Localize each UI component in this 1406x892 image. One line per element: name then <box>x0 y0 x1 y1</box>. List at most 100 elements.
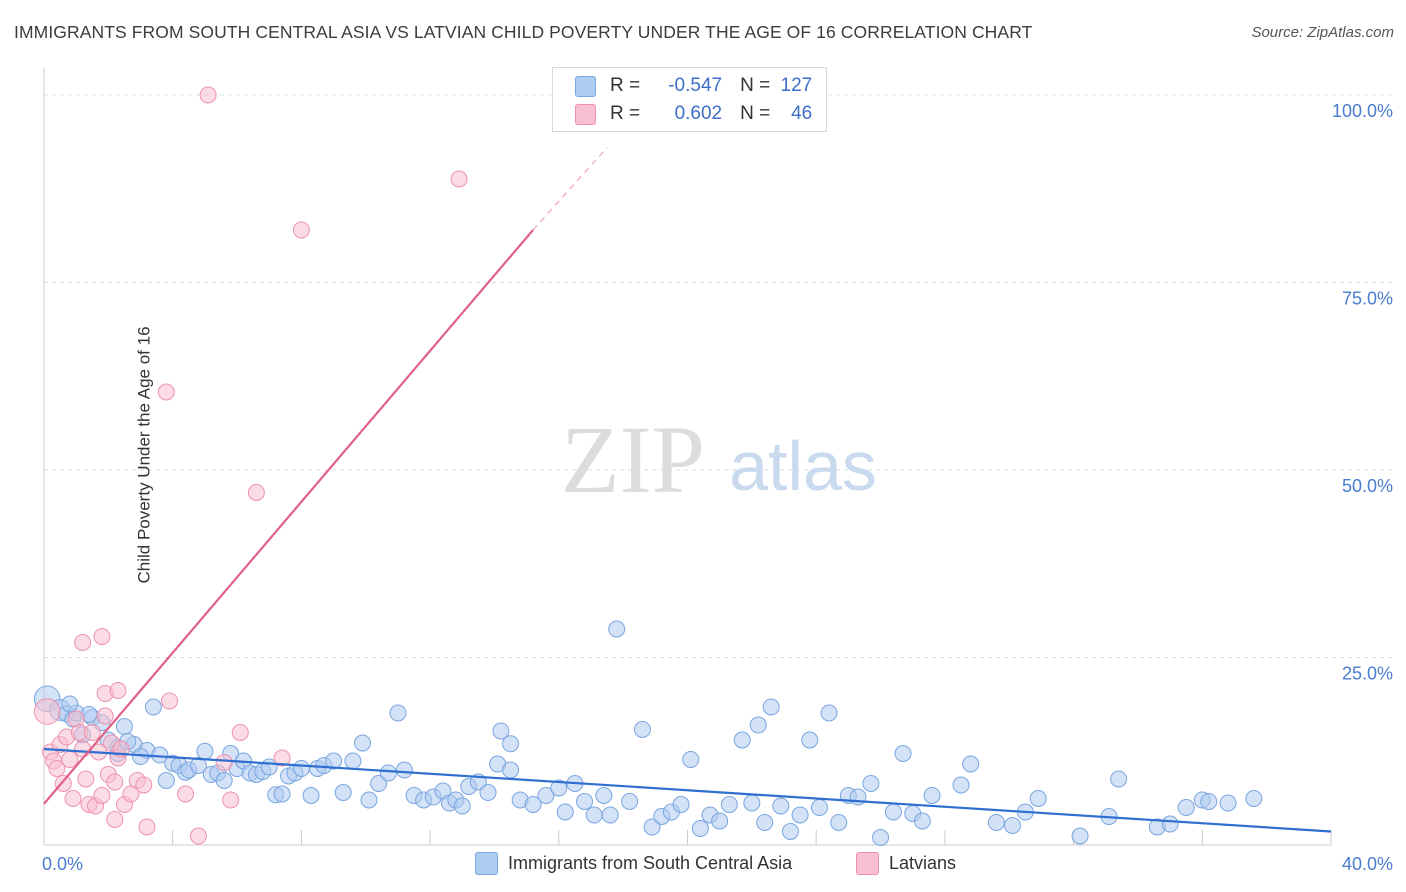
y-axis-label: Child Poverty Under the Age of 16 <box>134 326 154 584</box>
point-immigrants <box>585 806 603 824</box>
point-immigrants <box>1177 799 1195 816</box>
point-immigrants <box>1110 770 1128 788</box>
point-immigrants <box>1245 790 1263 807</box>
point-latvians <box>54 775 72 792</box>
point-latvians <box>109 682 127 699</box>
point-immigrants <box>884 803 902 821</box>
point-immigrants <box>733 731 751 749</box>
point-latvians <box>199 86 217 104</box>
y-tick-label: 50.0% <box>1342 476 1393 496</box>
point-latvians <box>33 698 61 725</box>
trend-lines <box>43 146 1332 833</box>
point-immigrants <box>711 812 729 830</box>
legend-row-latvians: R = 0.602 N = 46 <box>575 101 812 127</box>
trend-line-immigrants <box>43 747 1332 833</box>
point-latvians <box>106 811 124 828</box>
point-immigrants <box>196 742 214 760</box>
stats-legend: R = -0.547 N = 127 R = 0.602 N = 46 <box>552 67 827 132</box>
chart-title: IMMIGRANTS FROM SOUTH CENTRAL ASIA VS LA… <box>14 22 1033 42</box>
series-immigrants-points <box>33 620 1263 846</box>
bottom-legend-immigrants: Immigrants from South Central Asia <box>475 852 792 875</box>
point-latvians <box>83 724 101 741</box>
point-latvians <box>96 707 114 725</box>
point-immigrants <box>1071 827 1089 845</box>
point-immigrants <box>537 787 555 804</box>
legend-r-value: -0.547 <box>668 75 723 96</box>
point-latvians <box>292 221 310 239</box>
grid <box>44 94 1392 658</box>
point-immigrants <box>643 818 661 836</box>
point-immigrants <box>872 829 890 846</box>
legend-r-value: 0.602 <box>674 103 723 124</box>
point-immigrants <box>144 698 162 716</box>
point-latvians <box>64 790 82 807</box>
legend-n-label: N = <box>740 103 771 124</box>
point-immigrants <box>502 735 520 753</box>
point-immigrants <box>1161 815 1179 833</box>
point-immigrants <box>576 793 594 810</box>
legend-n-label: N = <box>740 75 771 96</box>
point-immigrants <box>189 757 207 774</box>
point-immigrants <box>801 731 819 749</box>
point-immigrants <box>395 761 413 779</box>
point-immigrants <box>621 793 639 810</box>
point-latvians <box>77 770 95 788</box>
point-immigrants <box>524 796 542 813</box>
y-tick-label: 100.0% <box>1332 101 1393 121</box>
point-immigrants <box>354 734 372 752</box>
watermark-zip: ZIP <box>561 406 705 513</box>
point-immigrants <box>370 775 388 792</box>
point-immigrants <box>479 784 497 801</box>
point-latvians <box>93 787 111 804</box>
source-label: Source: ZipAtlas.com <box>1251 24 1394 41</box>
point-immigrants <box>379 764 397 782</box>
point-immigrants <box>691 820 709 837</box>
point-immigrants <box>720 796 738 813</box>
bottom-legend-label-latvians: Latvians <box>889 853 957 873</box>
point-immigrants <box>894 745 912 762</box>
legend-row-immigrants: R = -0.547 N = 127 <box>575 73 812 99</box>
point-latvians <box>247 484 265 501</box>
point-immigrants <box>633 721 651 738</box>
point-immigrants <box>61 695 79 713</box>
point-latvians <box>157 383 175 401</box>
legend-r-label: R = <box>610 103 641 124</box>
point-immigrants <box>749 716 767 734</box>
point-immigrants <box>810 799 828 816</box>
watermark-atlas: atlas <box>729 427 877 505</box>
point-immigrants <box>302 787 320 804</box>
legend-n-value: 46 <box>791 103 813 124</box>
point-latvians <box>106 773 124 791</box>
point-immigrants <box>830 814 848 831</box>
point-immigrants <box>360 791 378 809</box>
legend-r-label: R = <box>610 75 641 96</box>
point-latvians <box>48 760 66 777</box>
point-immigrants <box>1003 817 1021 834</box>
point-immigrants <box>952 776 970 794</box>
point-latvians <box>61 751 79 768</box>
point-immigrants <box>820 704 838 722</box>
point-immigrants <box>273 785 291 803</box>
point-latvians <box>160 692 178 710</box>
point-immigrants <box>556 803 574 821</box>
point-latvians <box>273 749 291 767</box>
tick-labels: 25.0% 50.0% 75.0% 100.0% 0.0% 40.0% <box>42 101 1393 874</box>
legend-n-value: 127 <box>780 75 813 96</box>
y-tick-label: 75.0% <box>1342 289 1393 309</box>
point-immigrants <box>492 722 510 740</box>
point-immigrants <box>762 698 780 716</box>
point-latvians <box>215 754 233 771</box>
point-immigrants <box>1200 793 1218 810</box>
bottom-legend-swatch-immigrants <box>475 852 498 875</box>
point-immigrants <box>781 823 799 840</box>
point-immigrants <box>215 772 233 789</box>
point-immigrants <box>292 760 310 777</box>
point-immigrants <box>672 796 690 813</box>
point-immigrants <box>389 704 407 722</box>
point-immigrants <box>923 787 941 804</box>
point-immigrants <box>862 775 880 792</box>
point-immigrants <box>791 806 809 824</box>
point-immigrants <box>344 752 362 770</box>
point-immigrants <box>453 797 471 815</box>
trend-line-latvians-extension <box>532 146 608 231</box>
